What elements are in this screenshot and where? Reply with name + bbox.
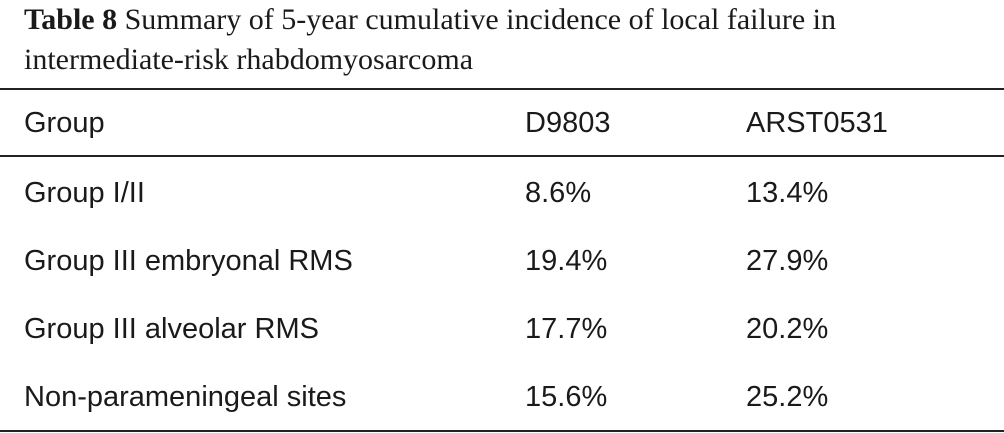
column-header-d9803: D9803 <box>525 107 611 139</box>
row-d9803-cell: 17.7% <box>525 313 608 345</box>
table-caption-text: Summary of 5-year cumulative incidence o… <box>24 3 836 76</box>
row-d9803-cell: 15.6% <box>525 381 608 413</box>
row-group-cell: Group III embryonal RMS <box>24 245 353 277</box>
row-group-cell: Non-parameningeal sites <box>24 381 347 413</box>
column-header-group: Group <box>24 107 105 139</box>
row-d9803-cell: 19.4% <box>525 245 608 277</box>
row-arst0531-cell: 20.2% <box>746 313 829 345</box>
table-caption-label: Table 8 <box>24 3 118 36</box>
table-bottom-rule <box>0 430 1004 432</box>
row-arst0531-cell: 27.9% <box>746 245 829 277</box>
row-arst0531-cell: 13.4% <box>746 177 829 209</box>
table-caption: Table 8 Summary of 5-year cumulative inc… <box>24 0 1000 80</box>
row-group-cell: Group III alveolar RMS <box>24 313 319 345</box>
table-top-rule <box>0 88 1004 90</box>
row-d9803-cell: 8.6% <box>525 177 592 209</box>
row-arst0531-cell: 25.2% <box>746 381 829 413</box>
row-group-cell: Group I/II <box>24 177 145 209</box>
column-header-arst0531: ARST0531 <box>746 107 888 139</box>
table-header-rule <box>0 155 1004 157</box>
